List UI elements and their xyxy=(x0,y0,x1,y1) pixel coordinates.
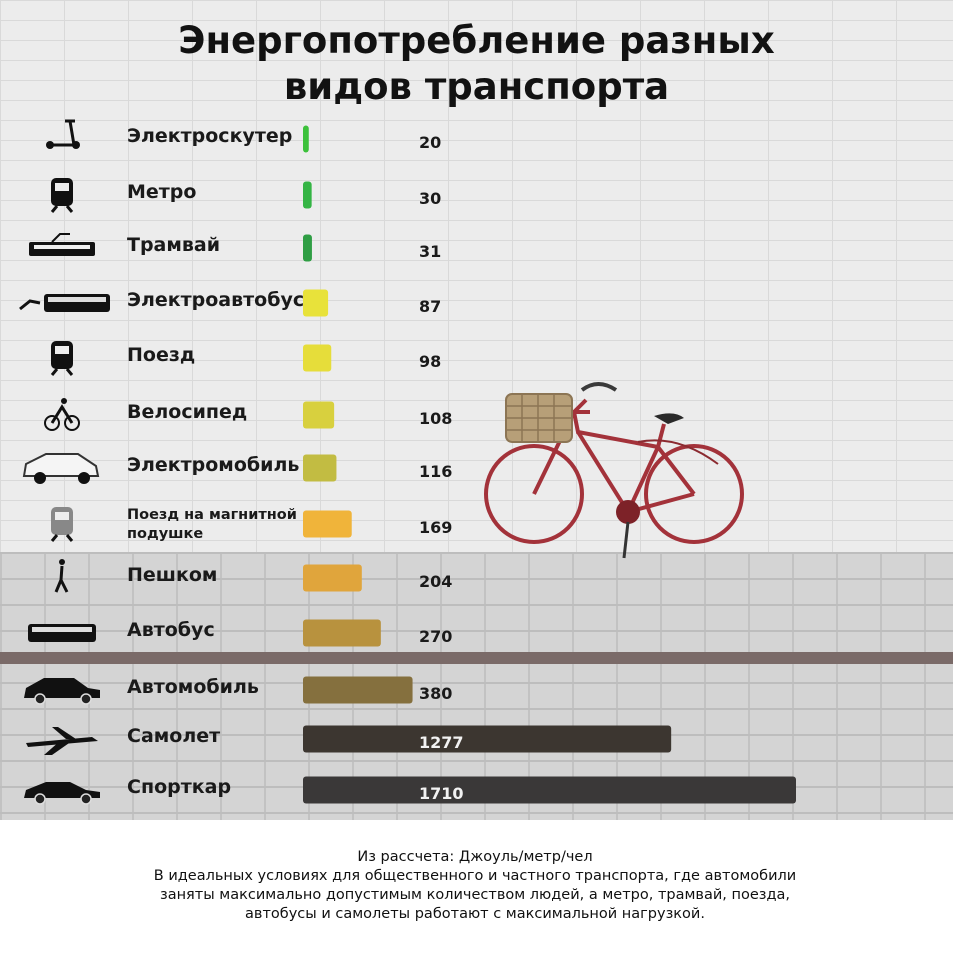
value-label: 30 xyxy=(419,189,441,208)
value-label: 1277 xyxy=(419,733,464,752)
bicycle-rear-wheel xyxy=(644,444,744,544)
category-label: Электроавтобус xyxy=(127,289,304,311)
value-label: 31 xyxy=(419,242,441,261)
train-icon xyxy=(50,341,74,376)
bar xyxy=(303,454,337,482)
footnote-line-2: В идеальных условиях для общественного и… xyxy=(153,868,797,884)
category-label: Поезд xyxy=(127,344,195,366)
kick-scooter-icon xyxy=(46,119,80,149)
bicycle-saddle xyxy=(654,413,684,424)
bar xyxy=(303,401,335,429)
cyclist-icon xyxy=(44,398,80,431)
category-label: Спорткар xyxy=(127,776,231,798)
bicycle-front-wheel xyxy=(484,444,584,544)
value-label: 87 xyxy=(419,297,441,316)
category-label: Метро xyxy=(127,181,196,203)
electric-car-icon xyxy=(22,453,100,484)
category-label: Электроскутер xyxy=(127,125,292,147)
category-label: Автобус xyxy=(127,619,215,641)
value-label: 270 xyxy=(419,627,452,646)
bar xyxy=(303,181,312,209)
curb-stripe xyxy=(0,652,953,664)
chart-title-line-1: Энергопотребление разных xyxy=(178,19,775,62)
footnote-panel xyxy=(0,820,953,960)
value-label: 1710 xyxy=(419,784,464,803)
bar xyxy=(303,676,413,704)
wall-background xyxy=(0,0,953,552)
bicycle-illustration xyxy=(484,382,744,559)
tram-icon xyxy=(29,233,95,256)
bar xyxy=(303,234,312,262)
pedestrian-icon xyxy=(54,559,69,593)
value-label: 116 xyxy=(419,462,452,481)
bar xyxy=(303,510,352,538)
pavement-background xyxy=(0,552,953,820)
sports-car-icon xyxy=(24,782,100,805)
category-label: Электромобиль xyxy=(127,454,299,476)
value-label: 204 xyxy=(419,572,452,591)
electric-bus-icon xyxy=(19,294,110,312)
chart-title: Энергопотребление разных видов транспорт… xyxy=(0,18,953,110)
value-label: 20 xyxy=(419,133,441,152)
airplane-icon xyxy=(26,727,98,755)
category-label: Пешком xyxy=(127,564,217,586)
value-label: 169 xyxy=(419,518,452,537)
value-label: 108 xyxy=(419,409,452,428)
value-label: 98 xyxy=(419,352,441,371)
category-label: Поезд на магнитной подушке xyxy=(127,507,297,542)
footnote-line-1: Из рассчета: Джоуль/метр/чел xyxy=(357,849,593,865)
bar xyxy=(303,344,332,372)
metro-train-icon xyxy=(50,178,74,213)
energy-bar-chart: Электроскутер 20 Метро 30 Трамвай 31 Электроав… xyxy=(19,119,796,805)
bar xyxy=(303,619,381,647)
bar xyxy=(303,564,362,592)
bicycle-handlebar xyxy=(580,382,618,392)
footnote-line-4: автобусы и самолеты работают с максималь… xyxy=(245,906,705,922)
category-label: Велосипед xyxy=(127,401,247,423)
bar xyxy=(303,725,672,753)
bicycle-chainring xyxy=(616,500,640,524)
chart-title-line-2: видов транспорта xyxy=(283,65,670,108)
footnote: Из рассчета: Джоуль/метр/чел В идеальных… xyxy=(130,848,820,924)
footnote-line-3: заняты максимально допустимым количество… xyxy=(159,887,790,903)
category-label: Автомобиль xyxy=(127,676,259,698)
maglev-train-icon xyxy=(50,507,74,542)
category-label: Трамвай xyxy=(127,234,220,256)
bus-icon xyxy=(28,624,96,642)
bar xyxy=(303,125,309,153)
value-label: 380 xyxy=(419,684,452,703)
car-icon xyxy=(24,678,100,705)
bar xyxy=(303,776,796,804)
category-label: Самолет xyxy=(127,725,220,747)
bar xyxy=(303,289,329,317)
